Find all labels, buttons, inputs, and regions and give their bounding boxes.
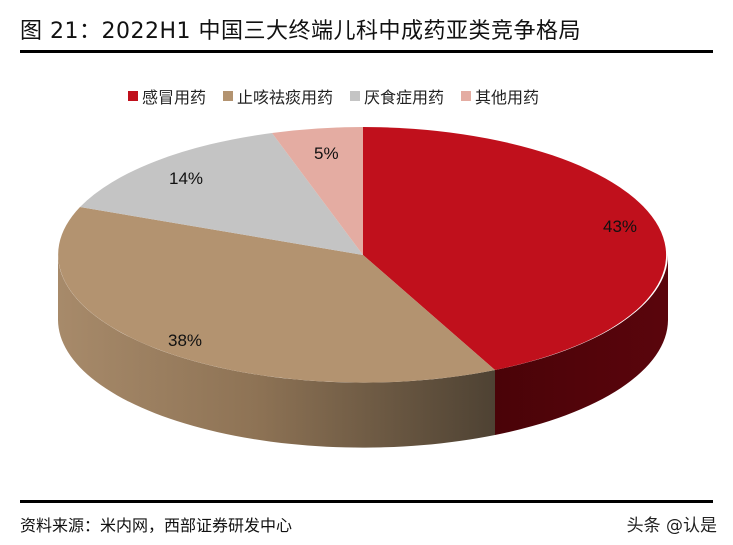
slice-side-cough xyxy=(58,255,495,448)
legend-item-cough: 止咳祛痰用药 xyxy=(223,84,333,108)
slice-label-cold: 43% xyxy=(603,217,638,236)
slice-cold xyxy=(363,127,667,370)
legend-swatch-cold xyxy=(128,91,138,101)
slice-other xyxy=(272,127,363,255)
slice-side-cold xyxy=(495,255,668,435)
watermark: 头条 @认是 xyxy=(626,516,717,536)
slice-label-anorexia: 14% xyxy=(169,169,204,188)
legend-label-cough: 止咳祛痰用药 xyxy=(237,88,334,107)
legend-item-cold: 感冒用药 xyxy=(128,84,206,108)
legend-swatch-other xyxy=(461,91,472,101)
legend-label-cold: 感冒用药 xyxy=(142,88,207,107)
slice-anorexia xyxy=(80,133,363,255)
slice-label-other: 5% xyxy=(314,144,339,163)
slice-label-cough: 38% xyxy=(168,331,203,350)
legend-label-anorexia: 厌食症用药 xyxy=(364,88,445,107)
footer-divider xyxy=(20,500,713,503)
legend-swatch-cough xyxy=(223,91,234,101)
slice-cough xyxy=(58,207,495,383)
legend: 感冒用药 止咳祛痰用药 厌食症用药 其他用药 xyxy=(128,84,556,108)
legend-item-anorexia: 厌食症用药 xyxy=(350,84,444,108)
legend-item-other: 其他用药 xyxy=(461,84,539,108)
legend-label-other: 其他用药 xyxy=(475,88,540,107)
source-note: 资料来源：米内网，西部证券研发中心 xyxy=(20,516,293,535)
legend-swatch-anorexia xyxy=(350,91,361,101)
chart-title: 图 21：2022H1 中国三大终端儿科中成药亚类竞争格局 xyxy=(20,19,582,44)
title-divider xyxy=(20,50,713,53)
